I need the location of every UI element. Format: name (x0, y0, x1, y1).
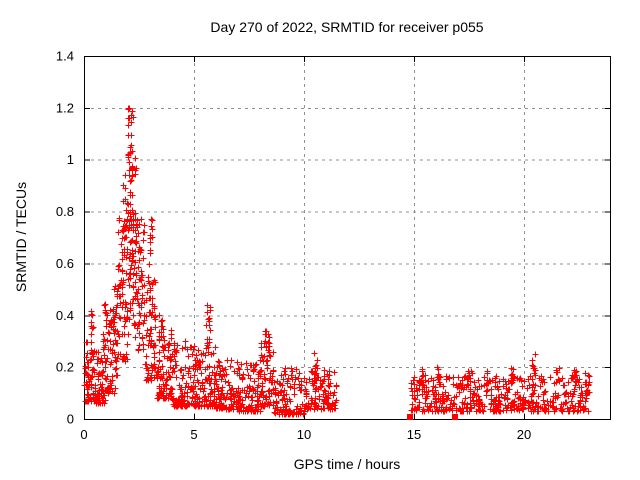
y-tick-label: 1 (67, 152, 74, 167)
y-tick-label: 0.2 (56, 360, 74, 375)
scatter-plus-markers (81, 105, 593, 418)
y-tick-label: 0.6 (56, 256, 74, 271)
tick-labels: 0 0.2 0.4 0.6 0.8 1 1.2 1.4 0 5 10 15 20 (56, 49, 531, 443)
y-tick-label: 1.4 (56, 49, 74, 64)
axes-border (84, 56, 611, 420)
x-tick-label: 5 (190, 427, 197, 442)
y-tick-label: 1.2 (56, 100, 74, 115)
x-axis-label: GPS time / hours (293, 456, 401, 472)
x-tick-label: 15 (407, 427, 421, 442)
y-axis-label: SRMTID / TECUs (13, 181, 29, 293)
y-tick-label: 0.4 (56, 308, 74, 323)
x-tick-label: 20 (517, 427, 531, 442)
x-tick-label: 10 (297, 427, 311, 442)
y-tick-label: 0.8 (56, 204, 74, 219)
x-tick-label: 0 (80, 427, 87, 442)
data-points (81, 105, 593, 420)
chart-title: Day 270 of 2022, SRMTID for receiver p05… (210, 19, 484, 35)
zero-value-square-marker (407, 414, 413, 420)
zero-value-square-marker (452, 414, 458, 420)
grid-layer (84, 56, 610, 419)
y-tick-label: 0 (67, 412, 74, 427)
